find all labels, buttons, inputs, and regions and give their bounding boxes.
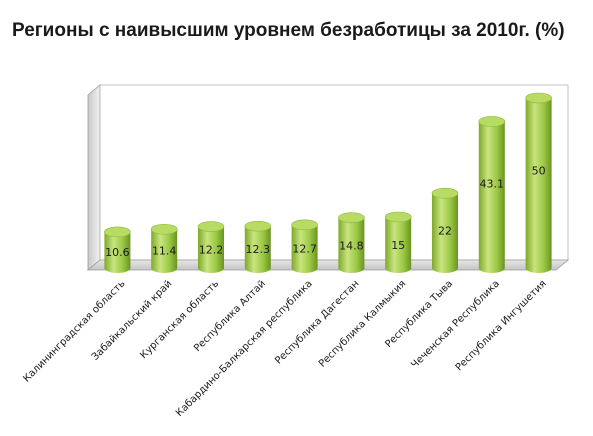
category-label: Забайкальский край <box>90 278 175 363</box>
bar-top <box>244 220 272 232</box>
bar <box>431 187 459 273</box>
category-label: Курганская область <box>138 278 221 361</box>
bar <box>338 212 365 273</box>
bar-top <box>478 116 506 127</box>
category-label: Республика Дагестан <box>273 278 361 366</box>
data-label: 12.7 <box>292 243 317 256</box>
bar-top <box>384 211 412 223</box>
data-label: 50 <box>532 165 546 178</box>
data-label: 15 <box>391 239 405 252</box>
data-label: 43.1 <box>480 177 505 190</box>
category-label: Республика Ингушетия <box>454 278 549 373</box>
bar <box>478 116 506 274</box>
bar-top <box>338 212 365 223</box>
category-label: Калининградская область <box>21 278 127 384</box>
data-label: 14.8 <box>339 239 364 252</box>
chart-title: Регионы с наивысшим уровнем безработицы … <box>12 20 565 41</box>
bar <box>104 226 131 273</box>
bar-top <box>104 226 131 238</box>
bar-body <box>525 98 552 273</box>
plot-side-wall <box>87 84 101 271</box>
bar-body <box>385 217 412 273</box>
bars-group <box>104 92 552 274</box>
data-label: 11.4 <box>152 245 177 258</box>
data-label: 22 <box>438 225 452 238</box>
bar-top <box>197 221 225 232</box>
bar <box>384 211 412 273</box>
bar <box>150 223 178 273</box>
bar-body <box>151 229 178 273</box>
category-label: Чеченская Республика <box>409 278 502 371</box>
data-label: 12.2 <box>199 243 224 256</box>
bar-body <box>338 217 365 273</box>
data-label: 10.6 <box>105 246 130 259</box>
bar-body <box>478 121 505 274</box>
bar-top <box>291 219 318 231</box>
bar-body <box>244 226 271 273</box>
data-labels-group: 10.6 11.4 12.2 12.3 12.7 14.8 15 22 43.1 50 <box>105 165 545 259</box>
bar <box>525 92 552 273</box>
category-label: Республика Калмыкия <box>317 278 408 369</box>
bar-body <box>291 224 318 273</box>
bar-body <box>432 193 458 273</box>
bar <box>244 220 272 273</box>
bar <box>291 219 318 273</box>
bar-body <box>198 226 224 273</box>
bar-body <box>104 231 131 273</box>
bar <box>197 221 225 273</box>
bar-top <box>525 92 552 104</box>
data-label: 12.3 <box>246 243 271 256</box>
bar-top <box>431 187 459 199</box>
bar-top <box>150 223 178 235</box>
